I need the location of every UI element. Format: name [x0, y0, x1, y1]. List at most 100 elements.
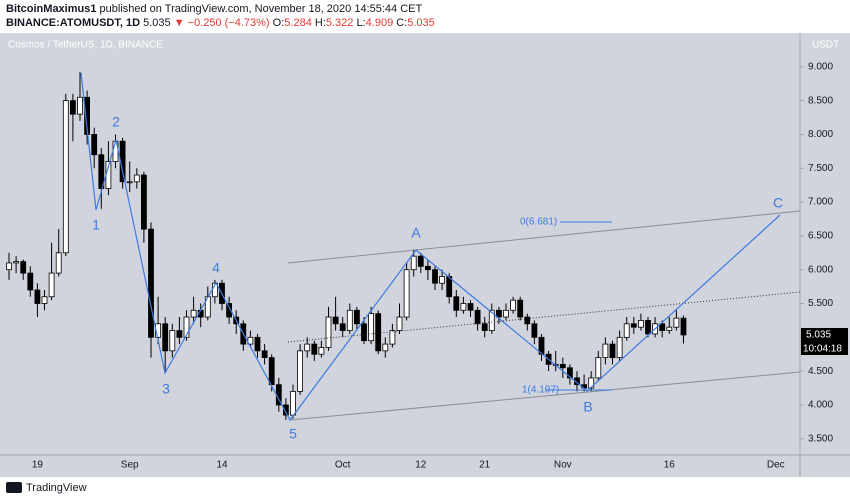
y-tick-label: 8.500 — [808, 95, 833, 106]
candle-body — [602, 343, 609, 359]
price-axis-bg — [800, 33, 850, 455]
candle-body — [666, 326, 673, 331]
candle-body — [481, 323, 488, 331]
y-tick-label: 8.000 — [808, 129, 833, 140]
candle-body — [630, 323, 637, 328]
candle-body — [91, 134, 98, 156]
candle-body — [595, 357, 602, 379]
candle-body — [190, 309, 197, 318]
wave-label: 5 — [289, 426, 297, 442]
x-tick-label: Oct — [335, 460, 351, 471]
candle-body — [439, 276, 446, 284]
candle-body — [339, 323, 346, 331]
candle-body — [524, 316, 531, 325]
y-tick-label: 5.500 — [808, 298, 833, 309]
candle-body — [417, 255, 424, 267]
candle-body — [460, 303, 467, 311]
countdown: 10:04:18 — [803, 344, 842, 355]
candle-body — [332, 316, 339, 325]
candle-body — [318, 347, 325, 355]
candle-body — [169, 330, 176, 352]
wave-label: B — [583, 399, 592, 415]
candle-body — [346, 309, 353, 331]
x-tick-label: 21 — [479, 460, 491, 471]
candle-body — [62, 100, 69, 254]
candle-body — [268, 357, 275, 386]
x-tick-label: 14 — [216, 460, 228, 471]
c-label: C: — [396, 17, 408, 29]
candle-body — [290, 391, 296, 416]
candle-body — [282, 404, 289, 416]
fib-label: 1(4.197) — [522, 385, 559, 396]
candle-body — [616, 336, 623, 359]
candle-body — [531, 323, 538, 338]
candle-body — [304, 343, 311, 352]
candle-body — [368, 313, 375, 342]
y-tick-label: 3.500 — [808, 433, 833, 444]
candle-body — [254, 336, 261, 352]
y-tick-label: 4.500 — [808, 366, 833, 377]
candle-body — [474, 309, 481, 325]
candle-body — [645, 320, 651, 335]
plot-bg — [0, 33, 800, 455]
y-tick-label: 9.000 — [808, 61, 833, 72]
candle-body — [98, 154, 105, 189]
c: 5.035 — [407, 17, 435, 29]
wave-label: 4 — [212, 260, 220, 276]
candle-body — [673, 317, 680, 328]
change: ▼ −0.250 (−4.73%) — [173, 17, 270, 29]
symbol: BINANCE:ATOMUSDT, 1D — [6, 17, 141, 29]
candle-body — [382, 343, 389, 352]
candle-body — [389, 330, 396, 345]
drawings — [80, 72, 801, 422]
y-tick-label: 7.000 — [808, 197, 833, 208]
candle-body — [34, 289, 41, 304]
brand: TradingView — [26, 482, 87, 494]
candle-body — [126, 181, 133, 184]
candle-body — [588, 377, 595, 389]
candle-body — [567, 367, 573, 379]
countdown-tag — [801, 342, 848, 355]
o: 5.284 — [284, 17, 312, 29]
candle-body — [261, 350, 268, 359]
x-tick-label: 16 — [664, 460, 676, 471]
candles — [6, 72, 687, 420]
y-tick-label: 4.000 — [808, 400, 833, 411]
header-line: BINANCE:ATOMUSDT, 1D 5.035 ▼ −0.250 (−4.… — [6, 16, 435, 30]
candle-body — [446, 276, 453, 298]
channel-lower — [289, 371, 801, 421]
wave-path — [80, 72, 781, 422]
price-tag — [801, 328, 848, 342]
candle-body — [353, 309, 360, 325]
candle-body — [70, 100, 76, 115]
candle-body — [410, 255, 417, 271]
wave-label: 3 — [162, 381, 170, 397]
candle-body — [162, 323, 169, 352]
x-tick-label: Sep — [121, 460, 139, 471]
candle-body — [432, 269, 438, 284]
chart-title: Cosmos / TetherUS, 1D, BINANCE — [8, 40, 163, 51]
candle-body — [361, 323, 367, 342]
h-label: H: — [314, 17, 326, 29]
candle-body — [77, 96, 83, 115]
candle-body — [13, 261, 20, 264]
candle-body — [183, 316, 190, 338]
candle-body — [6, 262, 12, 271]
x-tick-label: 12 — [415, 460, 427, 471]
h: 5.322 — [325, 17, 354, 29]
published: published on TradingView.com, November 1… — [99, 3, 423, 15]
candle-body — [495, 309, 502, 318]
candle-body — [226, 303, 233, 318]
candle-body — [176, 330, 183, 338]
author: BitcoinMaximus1 — [6, 3, 97, 15]
wave-label: 2 — [112, 114, 120, 130]
candle-body — [559, 363, 566, 369]
y-tick-label: 7.500 — [808, 163, 833, 174]
candle-body — [680, 317, 687, 336]
candle-body — [488, 309, 495, 331]
header-line: BitcoinMaximus1 published on TradingView… — [6, 2, 435, 16]
candle-body — [133, 174, 140, 183]
y-tick-label: 6.000 — [808, 264, 833, 275]
